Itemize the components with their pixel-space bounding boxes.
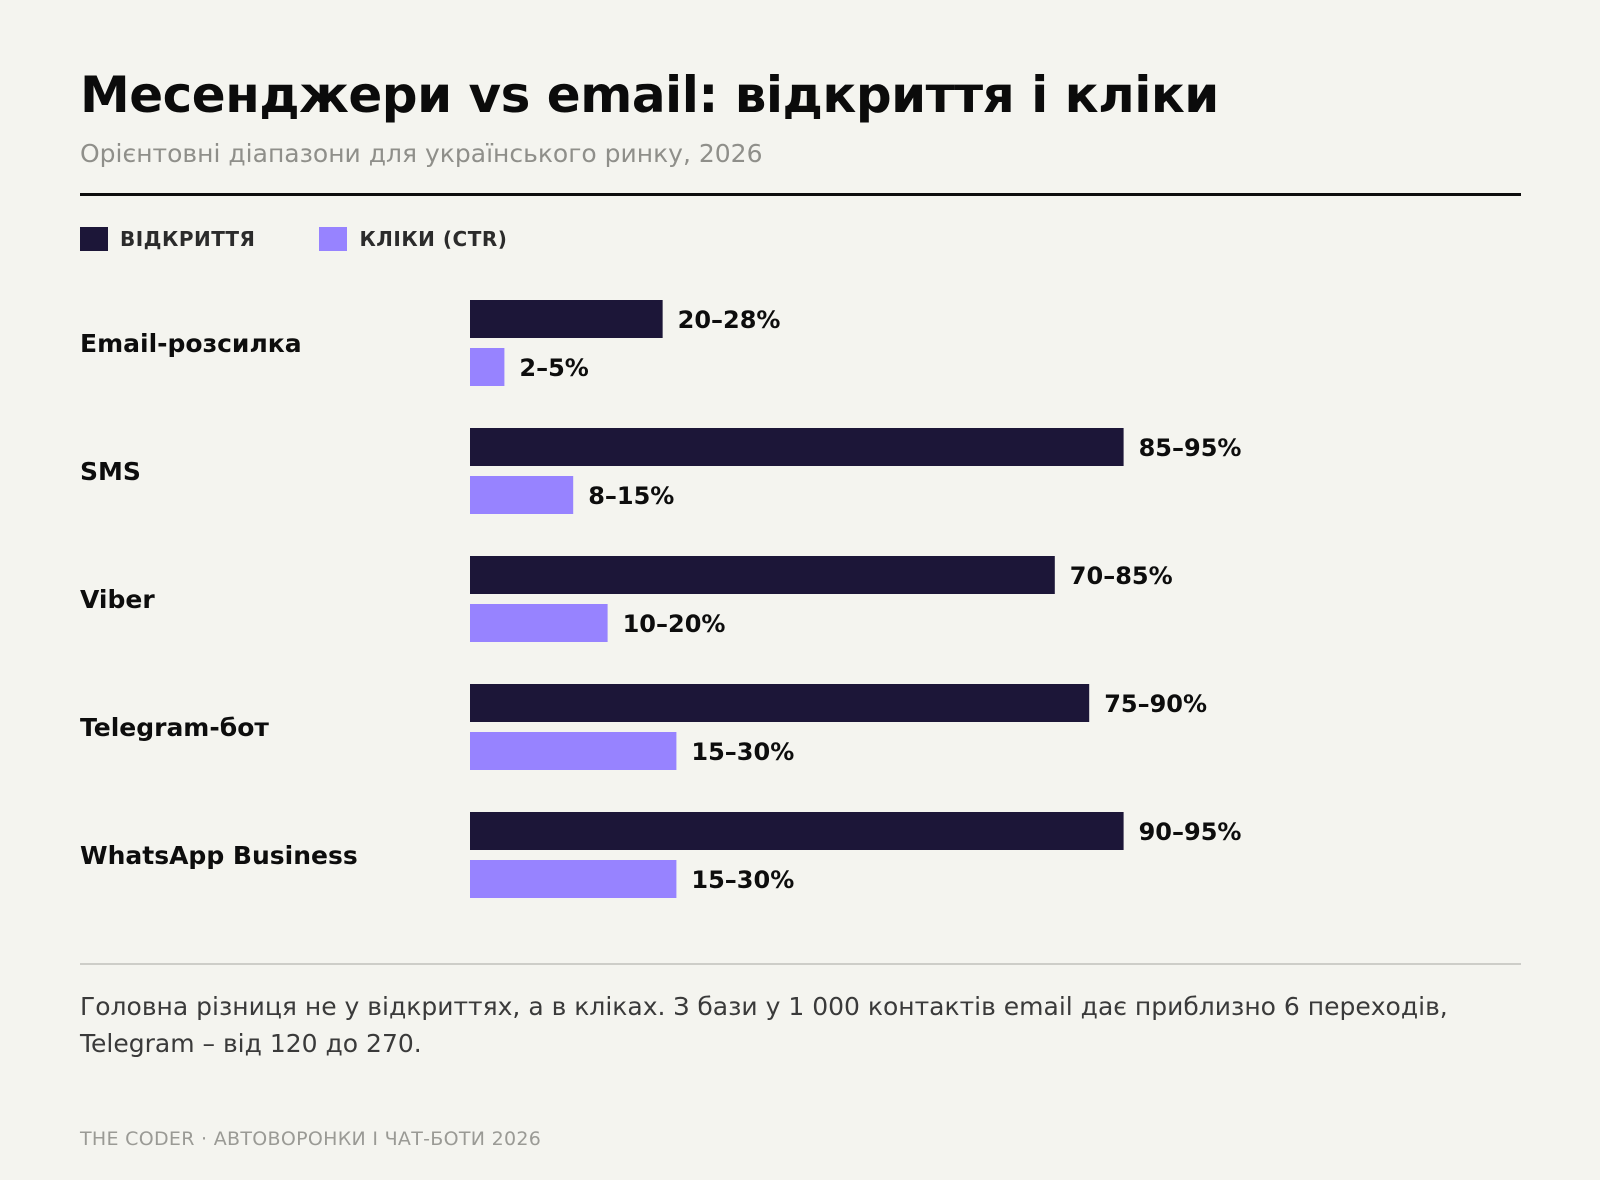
legend-label-opens: ВІДКРИТТЯ (120, 227, 256, 251)
category-label: Viber (80, 585, 155, 614)
bar-group: Telegram-бот 75–90% 15–30% (80, 684, 1207, 770)
footer-divider (80, 963, 1521, 965)
infographic: Месенджери vs email: відкриття і кліки О… (80, 0, 1521, 1180)
opens-value-label: 70–85% (1070, 562, 1173, 590)
category-label: SMS (80, 457, 141, 486)
opens-value-label: 75–90% (1104, 690, 1207, 718)
bar-group: Email-розсилка 20–28% 2–5% (80, 300, 780, 386)
opens-bar (470, 812, 1124, 850)
category-label: Email-розсилка (80, 329, 302, 358)
header-divider (80, 193, 1521, 196)
clicks-bar (470, 348, 505, 386)
bar-group: SMS 85–95% 8–15% (80, 428, 1241, 514)
legend-item-opens: ВІДКРИТТЯ (80, 227, 255, 251)
legend-label-clicks: КЛІКИ (CTR) (359, 227, 508, 251)
opens-bar (470, 428, 1124, 466)
clicks-bar (470, 604, 608, 642)
opens-value-label: 90–95% (1139, 818, 1242, 846)
opens-value-label: 85–95% (1139, 434, 1242, 462)
category-label: WhatsApp Business (80, 841, 358, 870)
legend-swatch-opens (80, 227, 108, 251)
opens-value-label: 20–28% (678, 306, 781, 334)
chart-title: Месенджери vs email: відкриття і кліки (80, 66, 1219, 124)
clicks-value-label: 15–30% (691, 738, 794, 766)
legend: ВІДКРИТТЯ КЛІКИ (CTR) (80, 226, 571, 252)
opens-bar (470, 300, 663, 338)
bar-chart: Email-розсилка 20–28% 2–5% SMS 85–95% 8–15% Vi… (80, 300, 1241, 898)
legend-item-clicks: КЛІКИ (CTR) (319, 227, 507, 251)
clicks-bar (470, 732, 677, 770)
source-footer: THE CODER · АВТОВОРОНКИ І ЧАТ-БОТИ 2026 (80, 1128, 542, 1150)
legend-swatch-clicks (319, 227, 348, 251)
clicks-bar (470, 476, 574, 514)
chart-note: Головна різниця не у відкриттях, а в клі… (80, 992, 1448, 1058)
opens-bar (470, 684, 1090, 722)
clicks-bar (470, 860, 677, 898)
bar-group: Viber 70–85% 10–20% (80, 556, 1173, 642)
opens-bar (470, 556, 1055, 594)
clicks-value-label: 8–15% (588, 482, 674, 510)
clicks-value-label: 15–30% (691, 866, 794, 894)
clicks-value-label: 10–20% (623, 610, 726, 638)
bar-group: WhatsApp Business 90–95% 15–30% (80, 812, 1241, 898)
category-label: Telegram-бот (80, 713, 269, 742)
chart-subtitle: Орієнтовні діапазони для українського ри… (80, 139, 763, 168)
clicks-value-label: 2–5% (519, 354, 588, 382)
